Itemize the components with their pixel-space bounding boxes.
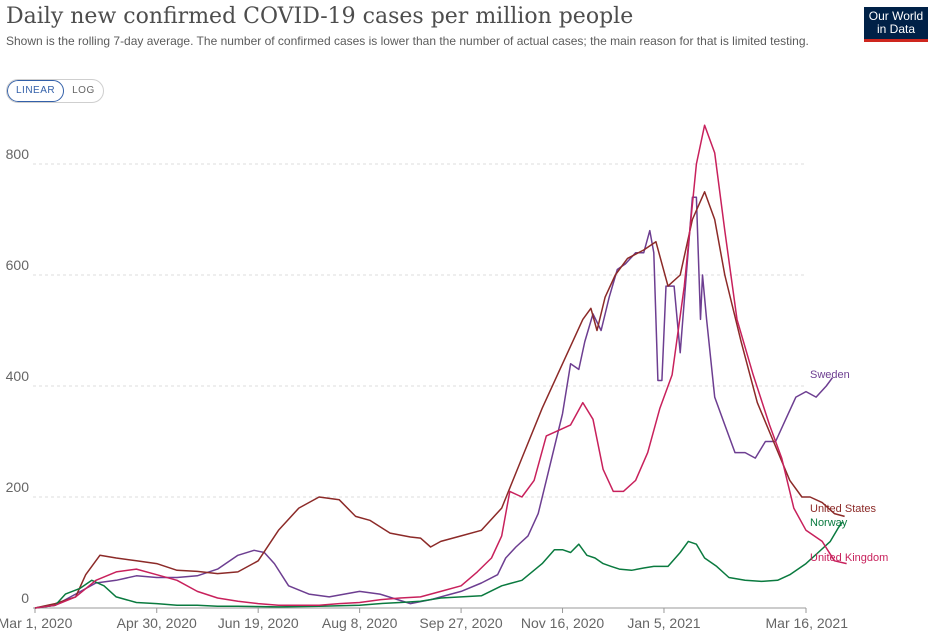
x-tick-label: Apr 30, 2020 bbox=[117, 615, 197, 631]
x-tick-label: Jan 5, 2021 bbox=[627, 615, 700, 631]
y-tick-label: 600 bbox=[6, 257, 30, 273]
series-line-united-states[interactable] bbox=[34, 191, 845, 609]
y-axis-ticks: 0 200 400 600 800 bbox=[6, 146, 30, 606]
y-tick-label: 400 bbox=[6, 368, 30, 384]
y-tick-label: 0 bbox=[21, 590, 29, 606]
chart-subtitle: Shown is the rolling 7-day average. The … bbox=[6, 34, 809, 48]
series-lines bbox=[34, 124, 847, 609]
series-line-norway[interactable] bbox=[34, 521, 844, 609]
x-tick-label: Sep 27, 2020 bbox=[419, 615, 503, 631]
x-tick-label: Mar 1, 2020 bbox=[0, 615, 73, 631]
series-label-united-states: United States bbox=[810, 503, 877, 515]
x-tick-label: Jun 19, 2020 bbox=[218, 615, 299, 631]
series-label-sweden: Sweden bbox=[810, 369, 850, 381]
x-tick-label: Nov 16, 2020 bbox=[521, 615, 604, 631]
series-line-united-kingdom[interactable] bbox=[34, 124, 847, 609]
series-labels: Sweden United States Norway United Kingdom bbox=[810, 369, 888, 564]
chart-title: Daily new confirmed COVID-19 cases per m… bbox=[6, 4, 634, 29]
series-label-united-kingdom: United Kingdom bbox=[810, 552, 888, 564]
log-scale-button[interactable]: LOG bbox=[72, 85, 95, 96]
series-line-sweden[interactable] bbox=[34, 196, 834, 609]
linear-scale-button[interactable]: LINEAR bbox=[7, 80, 65, 102]
logo-line-1: Our World bbox=[868, 9, 924, 23]
x-tick-label: Mar 16, 2021 bbox=[766, 615, 849, 631]
gridlines bbox=[33, 163, 806, 609]
series-label-norway: Norway bbox=[810, 517, 848, 529]
owid-logo[interactable]: Our World in Data bbox=[864, 7, 928, 42]
x-axis-ticks: Mar 1, 2020 Apr 30, 2020 Jun 19, 2020 Aug 8… bbox=[0, 608, 848, 631]
y-tick-label: 200 bbox=[6, 479, 30, 495]
x-tick-label: Aug 8, 2020 bbox=[322, 615, 398, 631]
logo-line-2: in Data bbox=[876, 22, 916, 36]
scale-toggle: LINEAR LOG bbox=[6, 79, 104, 103]
y-tick-label: 800 bbox=[6, 146, 30, 162]
